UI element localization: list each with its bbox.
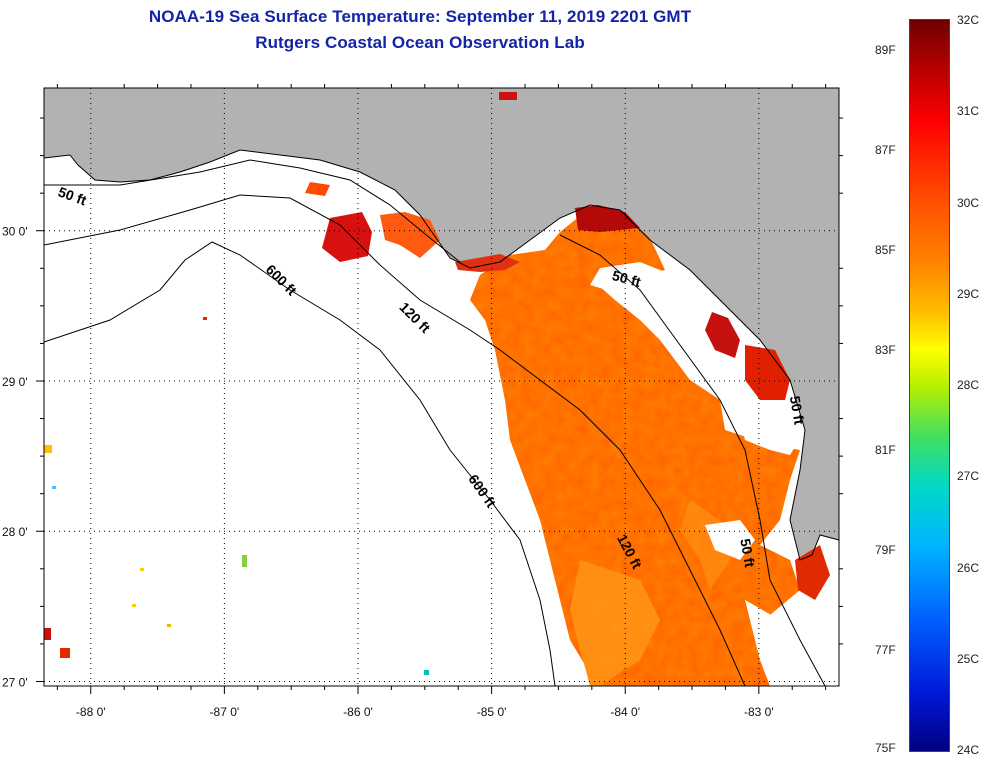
sst-speck bbox=[242, 555, 247, 567]
sst-speck bbox=[44, 445, 52, 453]
sst-speck bbox=[499, 92, 517, 100]
cloud-gap-mid bbox=[705, 520, 755, 560]
colorbar-fahrenheit-label: 75F bbox=[875, 741, 896, 755]
sst-speck bbox=[167, 624, 171, 627]
lon-label: -83 0' bbox=[744, 705, 774, 719]
sst-orange-south bbox=[570, 560, 660, 686]
colorbar-celsius-label: 31C bbox=[957, 104, 980, 119]
cloud-gap-nearshore bbox=[598, 262, 705, 380]
colorbar-fahrenheit-label: 85F bbox=[875, 243, 896, 257]
lon-label: -88 0' bbox=[76, 705, 106, 719]
lat-label: 27 0' bbox=[2, 675, 28, 689]
sst-patch-stjoe bbox=[380, 212, 440, 258]
sst-speck bbox=[132, 604, 136, 607]
colorbar-celsius-label: 29C bbox=[957, 286, 980, 301]
isobath-120ft bbox=[44, 194, 746, 686]
colorbar-fahrenheit-label: 81F bbox=[875, 443, 896, 457]
temperature-colorbar bbox=[909, 19, 950, 752]
colorbar-celsius-label: 24C bbox=[957, 743, 980, 757]
lon-label: -85 0' bbox=[477, 705, 507, 719]
lon-label: -86 0' bbox=[343, 705, 373, 719]
sst-speck bbox=[52, 486, 56, 489]
isobath-label: 50 ft bbox=[737, 537, 758, 568]
coastline bbox=[44, 149, 839, 561]
lat-label: 28 0' bbox=[2, 525, 28, 539]
isobath-label: 50 ft bbox=[787, 395, 808, 426]
cloud-gap-coast bbox=[735, 400, 805, 455]
sst-red-coast bbox=[745, 345, 790, 400]
sst-hot-region-panhandle bbox=[322, 212, 372, 262]
colorbar-fahrenheit-label: 87F bbox=[875, 143, 896, 157]
colorbar-fahrenheit-label: 83F bbox=[875, 343, 896, 357]
isobath-50ft bbox=[44, 159, 826, 686]
land-area bbox=[44, 88, 839, 560]
colorbar-fahrenheit-label: 89F bbox=[875, 43, 896, 57]
colorbar-fahrenheit-label: 77F bbox=[875, 643, 896, 657]
colorbar-celsius-label: 28C bbox=[957, 378, 980, 392]
lon-label: -87 0' bbox=[210, 705, 240, 719]
colorbar-celsius-label: 32C bbox=[957, 13, 980, 27]
sst-speck bbox=[140, 568, 144, 571]
map-subtitle: Rutgers Coastal Ocean Observation Lab bbox=[255, 33, 585, 52]
colorbar-celsius-label: 25C bbox=[957, 651, 980, 666]
lat-label: 29 0' bbox=[2, 375, 28, 389]
lat-label: 30 0' bbox=[2, 225, 28, 239]
sst-patch-destin bbox=[305, 182, 330, 196]
colorbar-celsius-label: 26C bbox=[957, 560, 980, 575]
colorbar-fahrenheit-label: 79F bbox=[875, 543, 896, 557]
sst-speck bbox=[424, 670, 429, 675]
sst-hot-region-cedarkey bbox=[705, 312, 740, 358]
sst-speck bbox=[60, 648, 70, 658]
lon-label: -84 0' bbox=[610, 705, 640, 719]
sst-speck bbox=[203, 317, 207, 320]
map-frame-border bbox=[43, 87, 840, 687]
isobath-600ft bbox=[44, 241, 556, 686]
sst-orange-south-2 bbox=[680, 500, 730, 590]
cloud-gap-south bbox=[745, 600, 820, 686]
map-title: NOAA-19 Sea Surface Temperature: Septemb… bbox=[148, 7, 692, 26]
colorbar-celsius-label: 30C bbox=[957, 195, 980, 210]
sst-hot-region-bigbend bbox=[575, 205, 640, 232]
colorbar-celsius-label: 27C bbox=[957, 469, 980, 484]
sst-speck bbox=[44, 628, 51, 640]
isobath-label: 50 ft bbox=[611, 267, 643, 290]
